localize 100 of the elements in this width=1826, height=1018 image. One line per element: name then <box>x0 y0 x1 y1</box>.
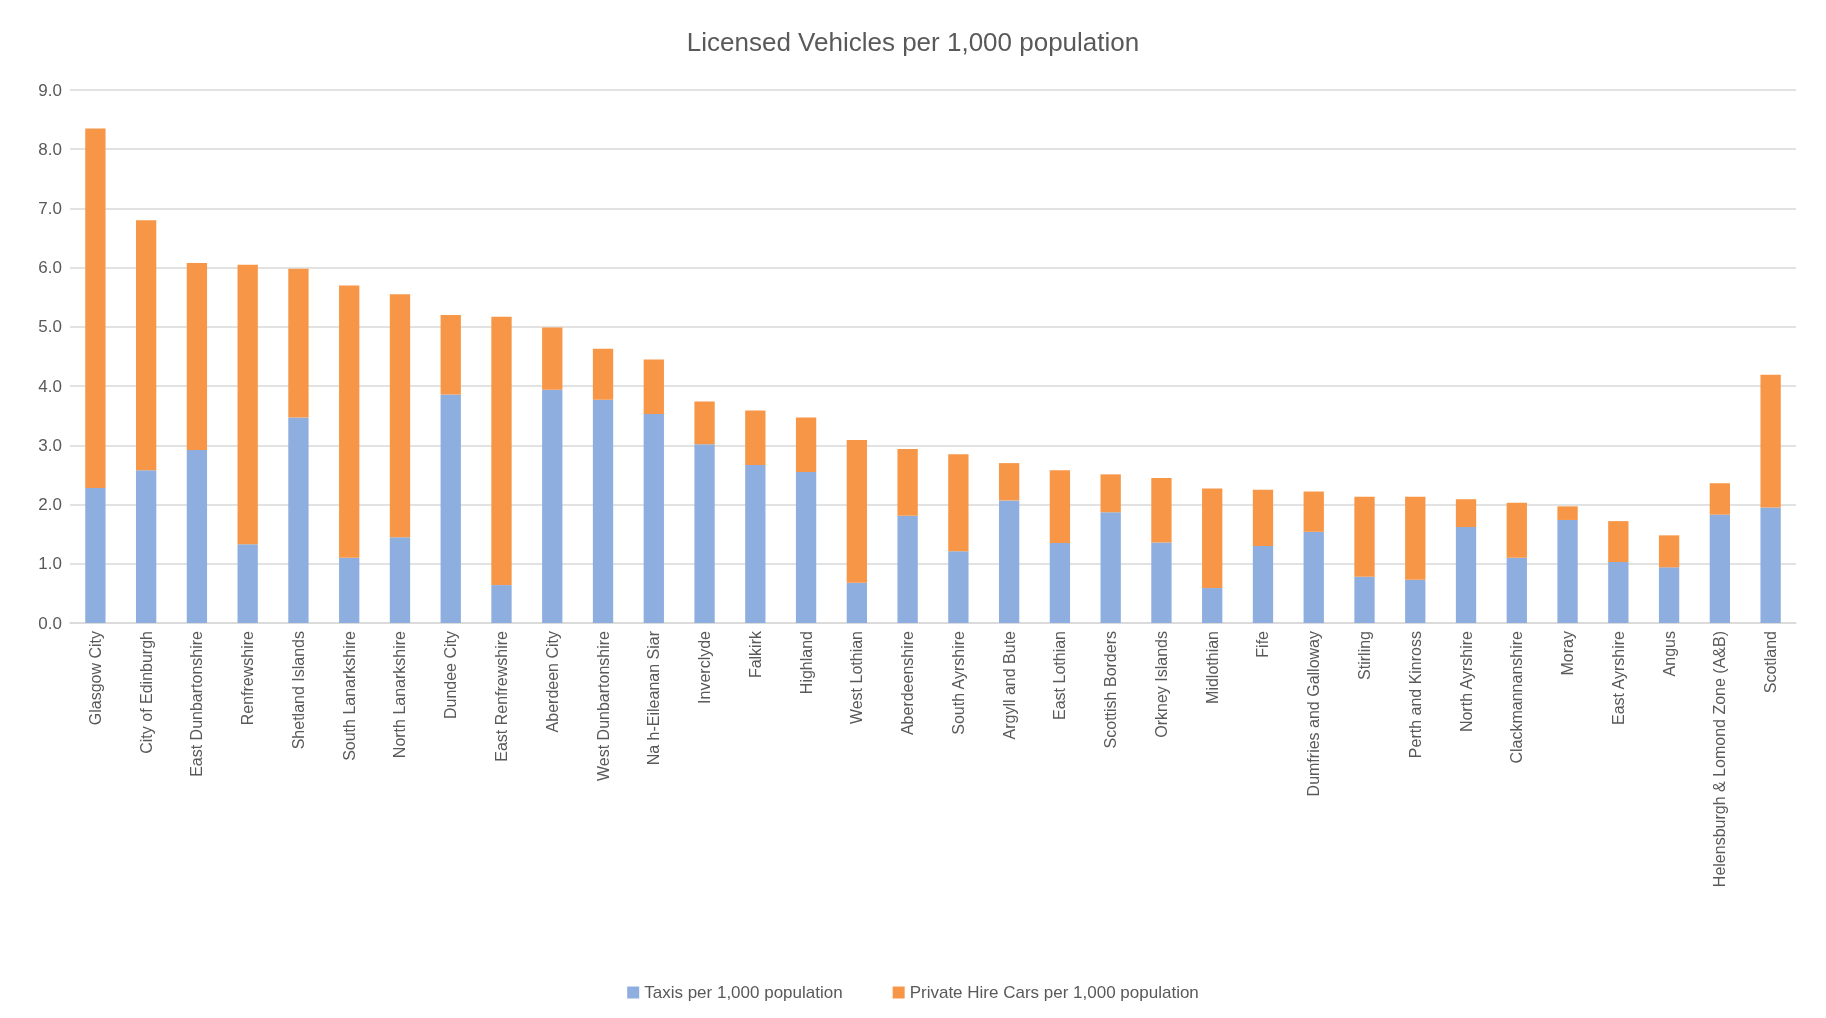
bar <box>1506 557 1527 623</box>
chart-title: Licensed Vehicles per 1,000 population <box>686 27 1140 57</box>
bar <box>542 327 563 390</box>
bar <box>795 417 817 472</box>
x-tick-label: Dundee City <box>442 631 460 720</box>
bar <box>237 544 258 623</box>
x-tick-label: Helensburgh & Lomond Zone (A&B) <box>1711 631 1729 888</box>
x-tick-label: Argyll and Bute <box>1000 630 1018 740</box>
bar <box>1151 542 1172 623</box>
bar <box>745 464 766 623</box>
x-tick-label: South Lanarkshire <box>340 630 358 761</box>
bar <box>1100 474 1121 513</box>
x-tick-label: Glasgow City <box>86 631 104 726</box>
bar <box>491 316 512 586</box>
bar <box>1100 512 1121 623</box>
x-tick-label: North Lanarkshire <box>391 630 409 759</box>
bar <box>745 410 766 465</box>
legend-label: Private Hire Cars per 1,000 population <box>909 983 1199 1002</box>
bar <box>85 128 106 488</box>
bar <box>643 413 664 623</box>
bar <box>795 471 817 623</box>
x-tick-label: Scottish Borders <box>1102 631 1120 749</box>
x-tick-label: Moray <box>1559 631 1577 676</box>
y-tick-label: 7.0 <box>38 198 62 218</box>
bar <box>694 444 715 623</box>
x-tick-label: Aberdeenshire <box>899 630 917 736</box>
x-tick-label: Clackmannanshire <box>1508 630 1526 764</box>
x-tick-label: Stirling <box>1356 631 1373 680</box>
bar <box>1049 470 1071 544</box>
y-tick-label: 4.0 <box>38 376 62 396</box>
x-tick-label: Shetland Islands <box>289 631 307 750</box>
bar <box>1252 546 1274 623</box>
bar <box>85 487 106 623</box>
bar <box>1049 543 1071 623</box>
y-tick-label: 1.0 <box>38 554 62 574</box>
x-tick-label: West Lothian <box>848 631 866 725</box>
y-tick-label: 6.0 <box>38 258 62 278</box>
bar <box>542 389 563 623</box>
y-tick-label: 2.0 <box>38 495 62 515</box>
bar <box>998 463 1020 501</box>
bar <box>694 401 715 445</box>
x-tick-label: Falkirk <box>746 630 764 679</box>
x-tick-label: Renfrewshire <box>239 630 257 726</box>
x-tick-label: Scotland <box>1762 631 1780 694</box>
bar <box>288 268 309 418</box>
bar <box>592 348 614 400</box>
bar <box>1760 374 1781 508</box>
bar <box>389 537 411 623</box>
bar <box>1608 521 1629 562</box>
x-tick-label: Dumfries and Galloway <box>1305 631 1323 797</box>
x-tick-label: Na h-Eileanan Siar <box>645 630 663 766</box>
bar <box>897 515 918 623</box>
bar <box>1252 489 1274 547</box>
bar <box>643 359 664 414</box>
bar <box>1303 491 1324 532</box>
bar <box>186 450 208 623</box>
x-tick-label: East Ayrshire <box>1609 630 1627 725</box>
x-tick-label: Midlothian <box>1203 631 1221 704</box>
bar <box>1202 488 1223 589</box>
bar <box>389 294 411 538</box>
bar <box>1557 506 1578 520</box>
x-tick-label: North Ayrshire <box>1457 630 1475 733</box>
bar <box>1151 477 1172 543</box>
bar <box>491 585 512 623</box>
y-tick-label: 3.0 <box>38 435 62 455</box>
bar <box>1455 527 1477 623</box>
x-tick-label: West Dunbartonshire <box>594 630 612 781</box>
bar <box>237 264 258 545</box>
x-tick-label: Fife <box>1254 630 1272 658</box>
bar <box>1303 531 1324 623</box>
bar <box>1709 514 1731 623</box>
bar <box>1608 562 1629 623</box>
bar <box>897 448 918 516</box>
x-tick-label: City of Edinburgh <box>137 631 155 754</box>
bar <box>288 417 309 623</box>
y-tick-label: 0.0 <box>38 613 62 633</box>
bar <box>1202 588 1223 623</box>
bar <box>1405 496 1426 580</box>
x-tick-label: Orkney Islands <box>1152 631 1170 738</box>
x-tick-label: Aberdeen City <box>543 631 561 733</box>
x-tick-label: South Ayrshire <box>949 630 967 735</box>
bar <box>440 315 461 395</box>
bar <box>1455 499 1477 528</box>
x-tick-label: Angus <box>1660 631 1678 677</box>
x-tick-label: East Lothian <box>1051 631 1069 720</box>
bar <box>1709 483 1731 515</box>
bar <box>846 440 868 583</box>
bar <box>1506 502 1527 558</box>
bar <box>1557 519 1578 623</box>
x-tick-label: Inverclyde <box>696 630 714 704</box>
bar <box>592 399 614 623</box>
bar <box>1658 567 1680 623</box>
bar <box>998 500 1020 623</box>
bar <box>1760 507 1781 623</box>
y-tick-label: 5.0 <box>38 317 62 337</box>
bar <box>1354 496 1375 577</box>
bar <box>948 551 969 623</box>
bar <box>948 454 969 552</box>
x-tick-label: Highland <box>797 631 815 695</box>
bar <box>186 262 208 451</box>
